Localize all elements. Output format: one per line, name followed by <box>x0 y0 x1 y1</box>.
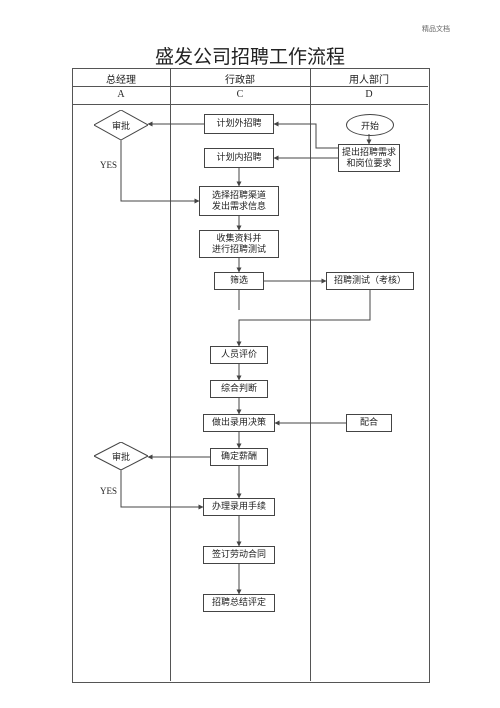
node-decision: 做出录用决策 <box>203 414 275 432</box>
node-select_ch: 选择招聘渠道发出需求信息 <box>199 186 279 216</box>
node-ext_recruit: 计划外招聘 <box>204 114 274 134</box>
node-approve2: 审批 <box>94 442 148 470</box>
column-header: 总经理 <box>72 71 170 86</box>
node-salary: 确定薪酬 <box>210 448 268 466</box>
column-subheader: C <box>170 89 310 100</box>
label-yes1: YES <box>100 160 117 170</box>
watermark: 精品文档 <box>422 24 450 34</box>
node-filter: 筛选 <box>214 272 264 290</box>
header-divider <box>72 86 428 87</box>
column-divider <box>310 68 311 681</box>
node-summary: 招聘总结评定 <box>203 594 275 612</box>
node-need: 提出招聘需求和岗位要求 <box>338 144 400 172</box>
node-procedure: 办理录用手续 <box>203 498 275 516</box>
label-yes2: YES <box>100 486 117 496</box>
column-header: 用人部门 <box>310 71 428 86</box>
column-divider <box>170 68 171 681</box>
page-title: 盛发公司招聘工作流程 <box>0 42 500 69</box>
header-divider <box>72 104 428 105</box>
node-test: 招聘测试（考核） <box>326 272 414 290</box>
column-subheader: D <box>310 89 428 100</box>
node-collect: 收集资料并进行招聘测试 <box>199 230 279 258</box>
node-judge: 综合判断 <box>210 380 268 398</box>
column-subheader: A <box>72 89 170 100</box>
node-evaluate: 人员评价 <box>210 346 268 364</box>
node-contract: 签订劳动合同 <box>203 546 275 564</box>
node-start: 开始 <box>346 114 394 136</box>
column-header: 行政部 <box>170 71 310 86</box>
node-int_recruit: 计划内招聘 <box>204 148 274 168</box>
node-coop: 配合 <box>346 414 392 432</box>
node-approve1: 审批 <box>94 110 148 140</box>
page: 精品文档 盛发公司招聘工作流程 总经理 A行政部 C用人部门 D 开始提出招聘需求和岗… <box>0 0 500 708</box>
